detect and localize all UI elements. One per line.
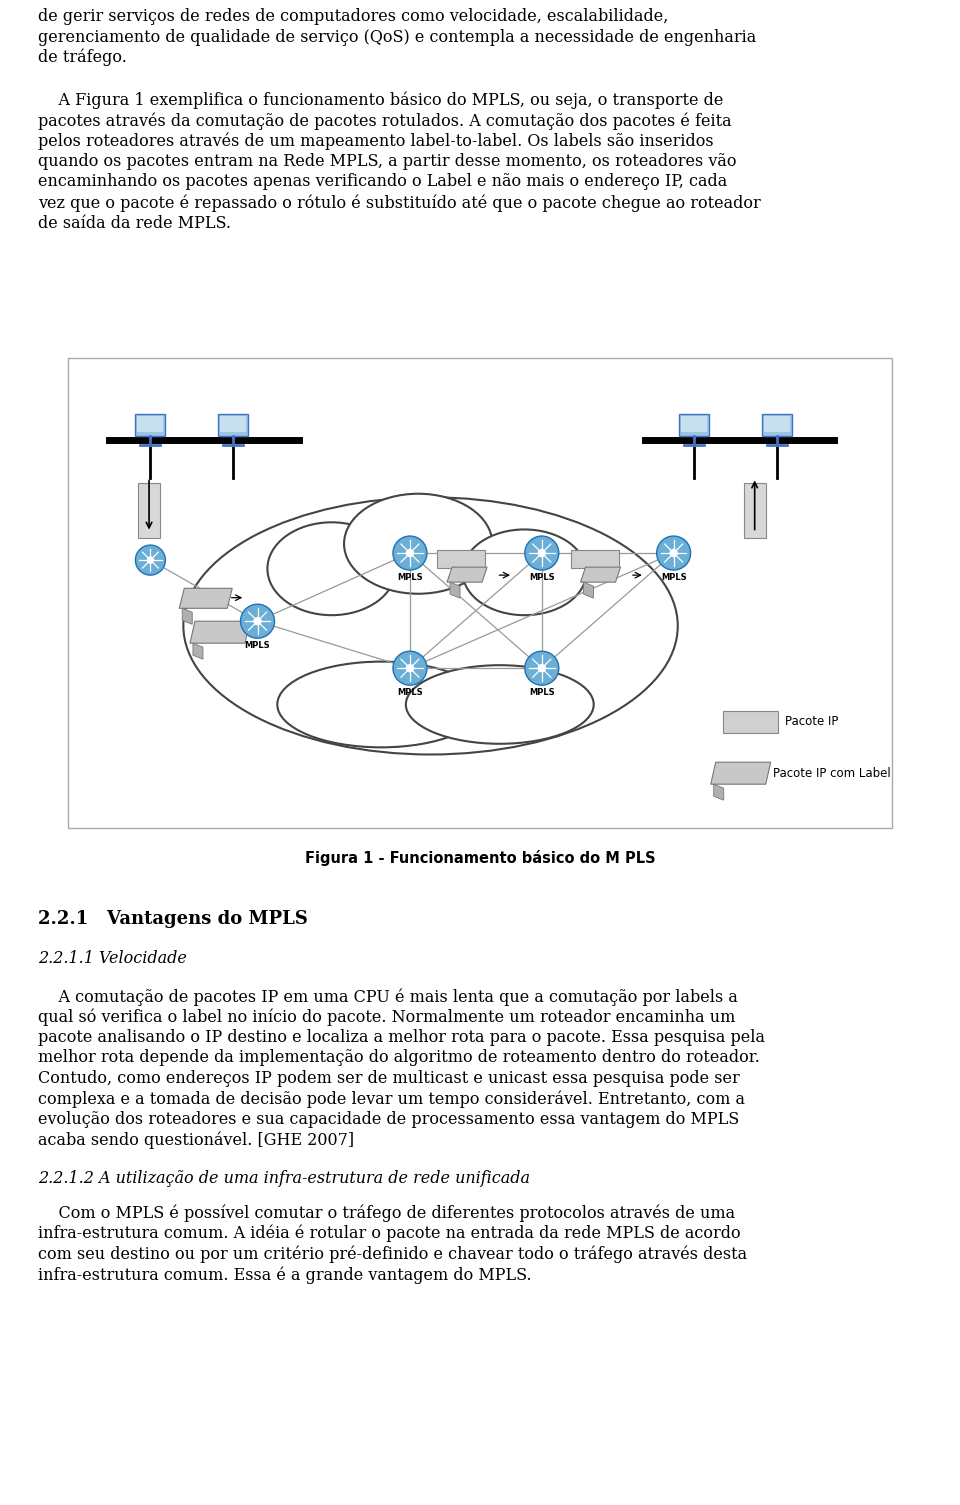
Circle shape — [241, 604, 275, 638]
Text: MPLS: MPLS — [397, 688, 422, 697]
Text: Pacote IP: Pacote IP — [785, 715, 838, 728]
Ellipse shape — [268, 522, 396, 616]
Ellipse shape — [406, 665, 593, 743]
Ellipse shape — [344, 494, 492, 594]
Circle shape — [393, 652, 427, 685]
Polygon shape — [447, 567, 487, 582]
FancyBboxPatch shape — [763, 417, 790, 432]
FancyBboxPatch shape — [682, 417, 708, 432]
Polygon shape — [180, 588, 232, 608]
Text: MPLS: MPLS — [397, 573, 422, 582]
FancyBboxPatch shape — [680, 414, 709, 436]
FancyBboxPatch shape — [68, 358, 892, 828]
FancyBboxPatch shape — [218, 414, 248, 436]
Text: 2.2.1   Vantagens do MPLS: 2.2.1 Vantagens do MPLS — [38, 911, 308, 929]
Polygon shape — [450, 582, 460, 597]
Text: encaminhando os pacotes apenas verificando o Label e não mais o endereço IP, cad: encaminhando os pacotes apenas verifican… — [38, 173, 728, 191]
Text: infra-estrutura comum. Essa é a grande vantagem do MPLS.: infra-estrutura comum. Essa é a grande v… — [38, 1266, 532, 1284]
FancyBboxPatch shape — [437, 549, 485, 567]
Text: A comutação de pacotes IP em uma CPU é mais lenta que a comutação por labels a: A comutação de pacotes IP em uma CPU é m… — [38, 987, 738, 1005]
Polygon shape — [713, 784, 724, 801]
FancyBboxPatch shape — [135, 414, 165, 436]
Ellipse shape — [277, 662, 485, 748]
Polygon shape — [193, 643, 203, 659]
Text: complexa e a tomada de decisão pode levar um tempo considerável. Entretanto, com: complexa e a tomada de decisão pode leva… — [38, 1091, 745, 1108]
Circle shape — [147, 557, 155, 564]
FancyBboxPatch shape — [220, 417, 246, 432]
Polygon shape — [581, 567, 620, 582]
Circle shape — [253, 617, 262, 626]
Circle shape — [406, 664, 414, 673]
Circle shape — [669, 549, 678, 557]
Text: de saída da rede MPLS.: de saída da rede MPLS. — [38, 215, 231, 232]
Text: Contudo, como endereços IP podem ser de multicast e unicast essa pesquisa pode s: Contudo, como endereços IP podem ser de … — [38, 1070, 740, 1087]
Circle shape — [657, 536, 690, 570]
Ellipse shape — [183, 497, 678, 754]
Text: de tráfego.: de tráfego. — [38, 50, 127, 66]
FancyBboxPatch shape — [723, 710, 778, 733]
Polygon shape — [710, 762, 771, 784]
Circle shape — [538, 664, 546, 673]
Text: com seu destino ou por um critério pré-definido e chavear todo o tráfego através: com seu destino ou por um critério pré-d… — [38, 1246, 747, 1263]
FancyBboxPatch shape — [744, 483, 766, 537]
Circle shape — [406, 549, 414, 557]
Ellipse shape — [463, 530, 587, 616]
Text: 2.2.1.2 A utilização de uma infra-estrutura de rede unificada: 2.2.1.2 A utilização de uma infra-estrut… — [38, 1169, 530, 1187]
Circle shape — [538, 549, 546, 557]
Text: MPLS: MPLS — [529, 573, 555, 582]
Circle shape — [135, 545, 165, 575]
Text: evolução dos roteadores e sua capacidade de processamento essa vantagem do MPLS: evolução dos roteadores e sua capacidade… — [38, 1111, 739, 1129]
FancyBboxPatch shape — [570, 549, 618, 567]
Text: Com o MPLS é possível comutar o tráfego de diferentes protocolos através de uma: Com o MPLS é possível comutar o tráfego … — [38, 1204, 735, 1222]
FancyBboxPatch shape — [138, 483, 160, 537]
Text: A Figura 1 exemplifica o funcionamento básico do MPLS, ou seja, o transporte de: A Figura 1 exemplifica o funcionamento b… — [38, 92, 724, 108]
Text: de gerir serviços de redes de computadores como velocidade, escalabilidade,: de gerir serviços de redes de computador… — [38, 8, 668, 26]
FancyBboxPatch shape — [137, 417, 163, 432]
FancyBboxPatch shape — [761, 414, 792, 436]
Text: pelos roteadores através de um mapeamento label-to-label. Os labels são inserido: pelos roteadores através de um mapeament… — [38, 132, 713, 150]
Circle shape — [525, 652, 559, 685]
Text: pacote analisando o IP destino e localiza a melhor rota para o pacote. Essa pesq: pacote analisando o IP destino e localiz… — [38, 1029, 765, 1046]
Text: melhor rota depende da implementação do algoritmo de roteamento dentro do rotead: melhor rota depende da implementação do … — [38, 1049, 760, 1067]
Text: gerenciamento de qualidade de serviço (QoS) e contempla a necessidade de engenha: gerenciamento de qualidade de serviço (Q… — [38, 29, 756, 45]
Text: 2.2.1.1 Velocidade: 2.2.1.1 Velocidade — [38, 950, 187, 968]
Text: MPLS: MPLS — [529, 688, 555, 697]
Circle shape — [525, 536, 559, 570]
Text: quando os pacotes entram na Rede MPLS, a partir desse momento, os roteadores vão: quando os pacotes entram na Rede MPLS, a… — [38, 154, 736, 170]
Text: Figura 1 - Funcionamento básico do M PLS: Figura 1 - Funcionamento básico do M PLS — [304, 850, 656, 865]
Text: qual só verifica o label no início do pacote. Normalmente um roteador encaminha : qual só verifica o label no início do pa… — [38, 1008, 735, 1026]
Text: infra-estrutura comum. A idéia é rotular o pacote na entrada da rede MPLS de aco: infra-estrutura comum. A idéia é rotular… — [38, 1225, 740, 1243]
Text: Pacote IP com Label: Pacote IP com Label — [773, 766, 891, 780]
Circle shape — [393, 536, 427, 570]
Polygon shape — [584, 582, 593, 597]
Polygon shape — [182, 608, 192, 625]
Text: pacotes através da comutação de pacotes rotulados. A comutação dos pacotes é fei: pacotes através da comutação de pacotes … — [38, 111, 732, 129]
Text: acaba sendo questionável. [GHE 2007]: acaba sendo questionável. [GHE 2007] — [38, 1132, 354, 1148]
Text: MPLS: MPLS — [245, 641, 271, 650]
Text: vez que o pacote é repassado o rótulo é substituído até que o pacote chegue ao r: vez que o pacote é repassado o rótulo é … — [38, 194, 760, 212]
Text: MPLS: MPLS — [660, 573, 686, 582]
Polygon shape — [190, 622, 250, 643]
